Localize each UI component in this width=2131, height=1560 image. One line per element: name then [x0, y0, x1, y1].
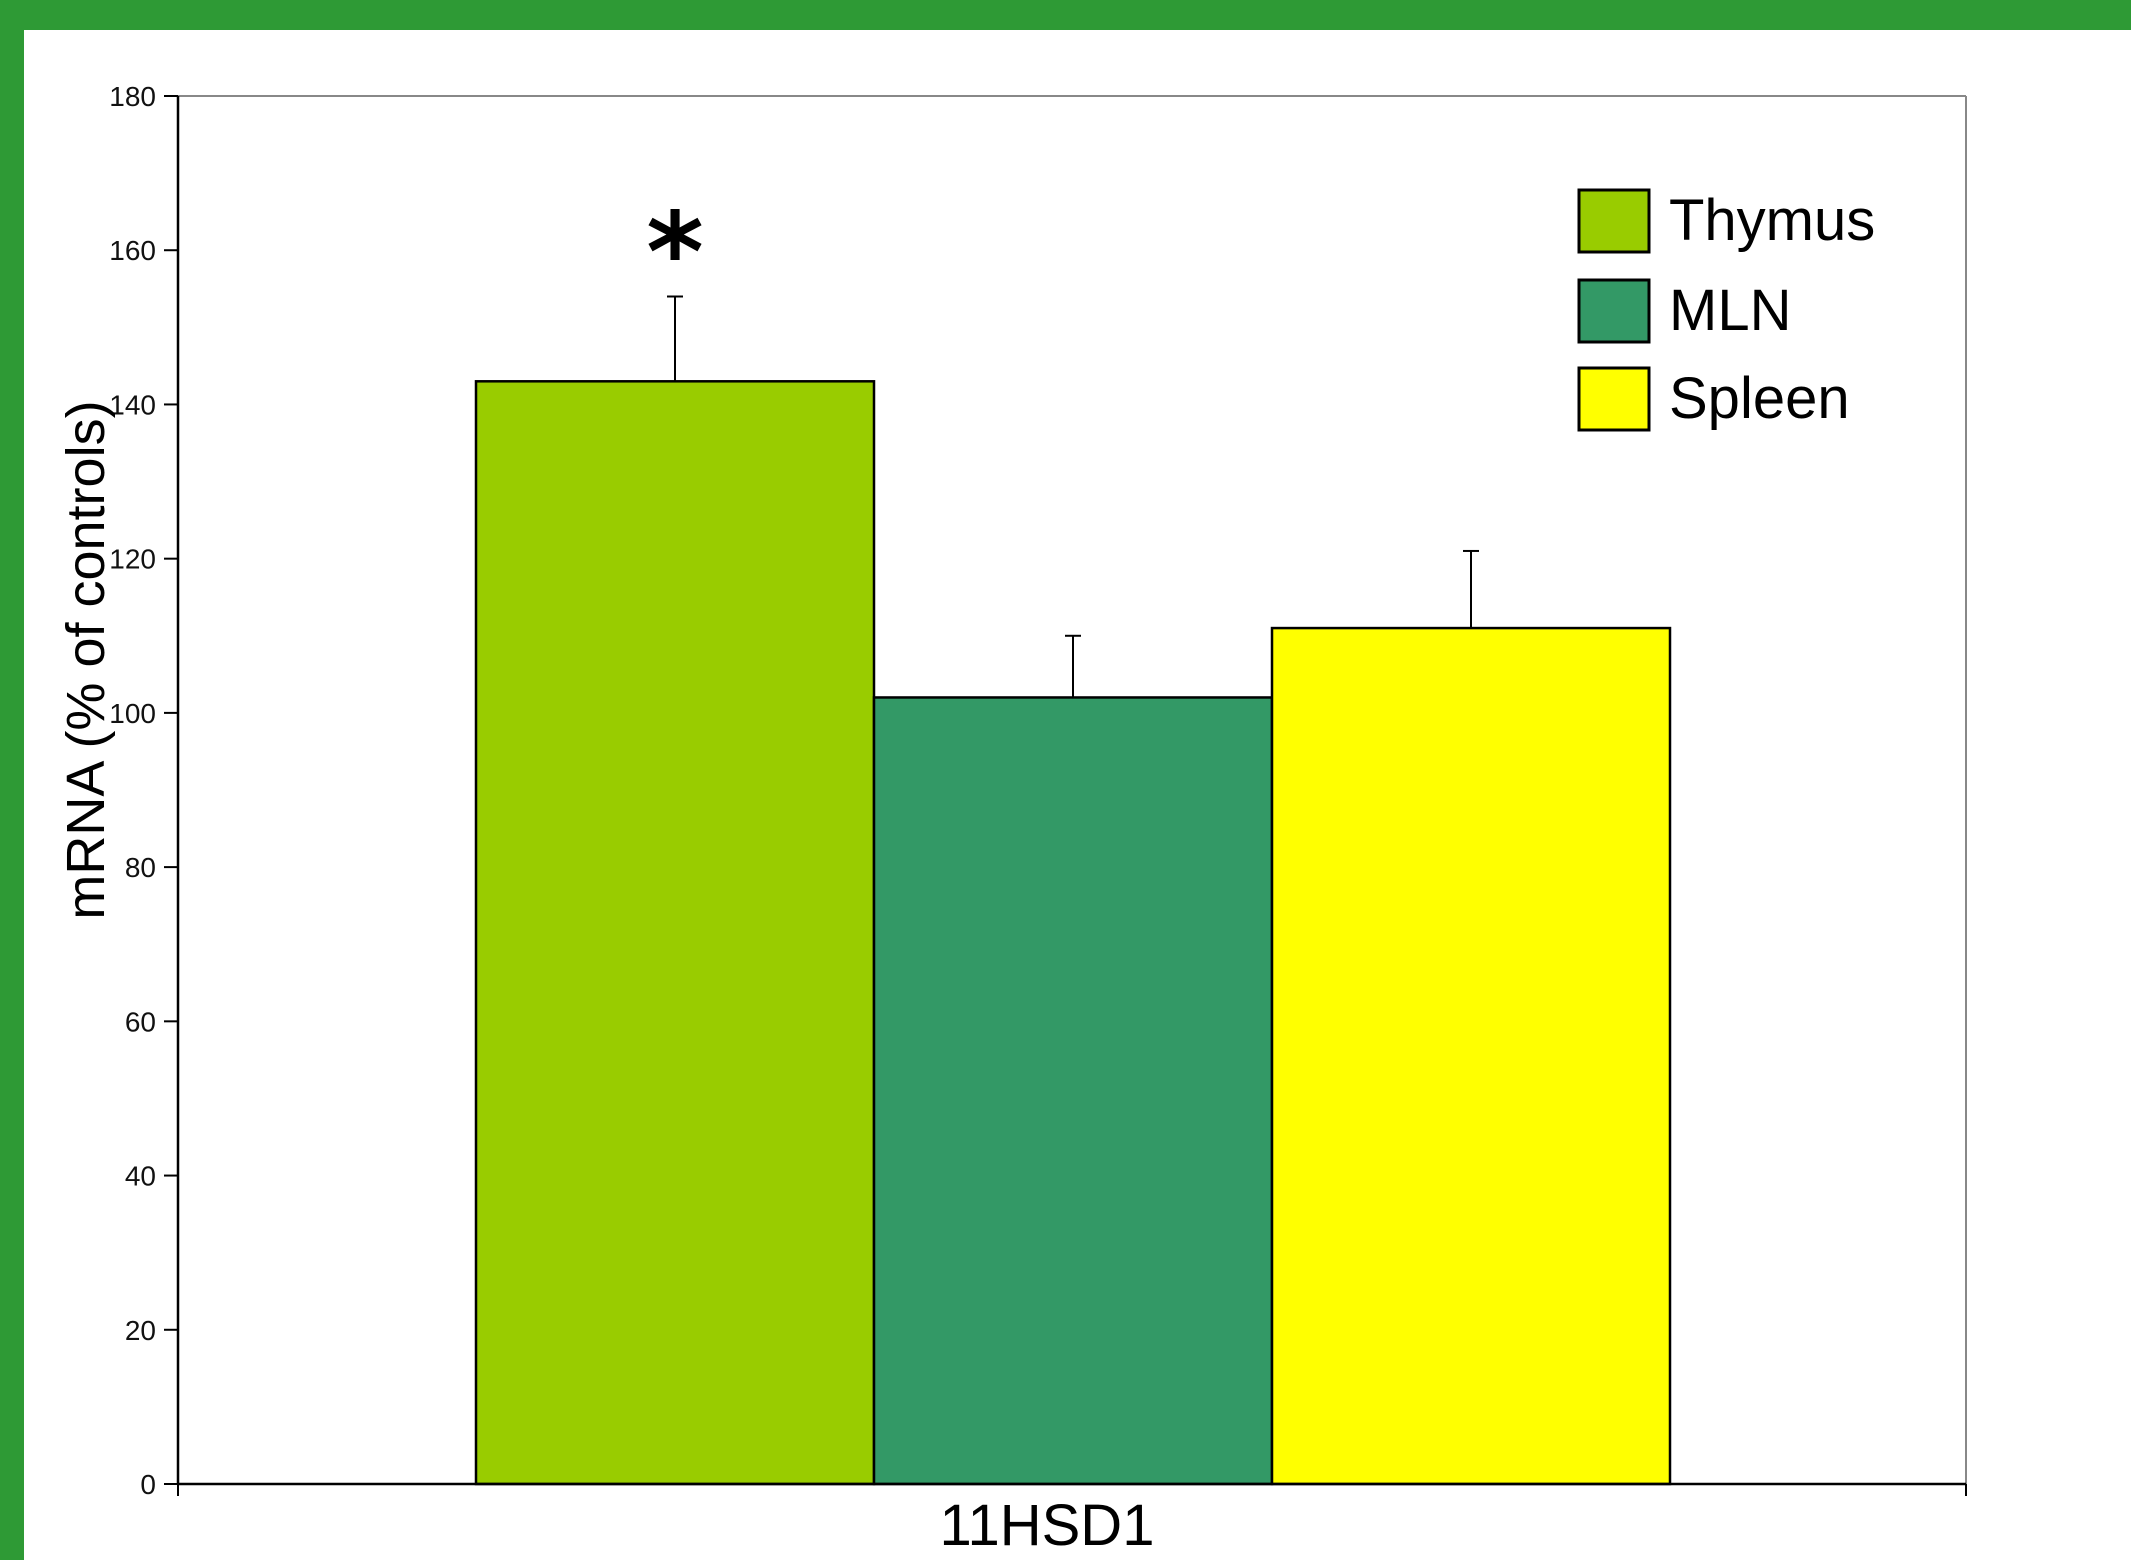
bars-group: * — [474, 188, 1672, 1486]
y-tick-label: 140 — [109, 389, 156, 420]
y-tick-label: 0 — [140, 1469, 156, 1500]
x-category-label: 11HSD1 — [940, 1493, 1155, 1558]
y-axis-title: mRNA (% of controls) — [56, 400, 116, 919]
y-tick-label: 40 — [125, 1161, 156, 1192]
bar-chart: 0 20 40 60 80 100 120 140 160 180 * 11HSD1 Thymus… — [56, 81, 1967, 1558]
chart-frame: 0 20 40 60 80 100 120 140 160 180 * 11HSD1 Thymus… — [24, 30, 2131, 1560]
legend: Thymus MLN Spleen — [1577, 188, 1875, 432]
bar-mln — [872, 696, 1274, 1486]
legend-label-spleen: Spleen — [1669, 366, 1850, 431]
bar-thymus — [474, 380, 876, 1486]
y-tick-label: 180 — [109, 81, 156, 112]
significance-asterisk: * — [646, 188, 704, 316]
legend-label-thymus: Thymus — [1669, 188, 1875, 253]
y-tick-label: 120 — [109, 544, 156, 575]
y-tick-label: 20 — [125, 1315, 156, 1346]
y-tick-label: 100 — [109, 698, 156, 729]
axes — [176, 95, 1967, 1496]
legend-swatch-thymus — [1577, 188, 1651, 254]
legend-label-mln: MLN — [1669, 278, 1791, 343]
y-axis-ticks: 0 20 40 60 80 100 120 140 160 180 — [109, 81, 178, 1500]
legend-swatch-spleen — [1577, 366, 1651, 432]
y-tick-label: 60 — [125, 1006, 156, 1037]
y-tick-label: 80 — [125, 852, 156, 883]
legend-swatch-mln — [1577, 278, 1651, 344]
y-tick-label: 160 — [109, 235, 156, 266]
x-axis-categories: 11HSD1 — [940, 1493, 1155, 1558]
bar-spleen — [1270, 626, 1672, 1486]
